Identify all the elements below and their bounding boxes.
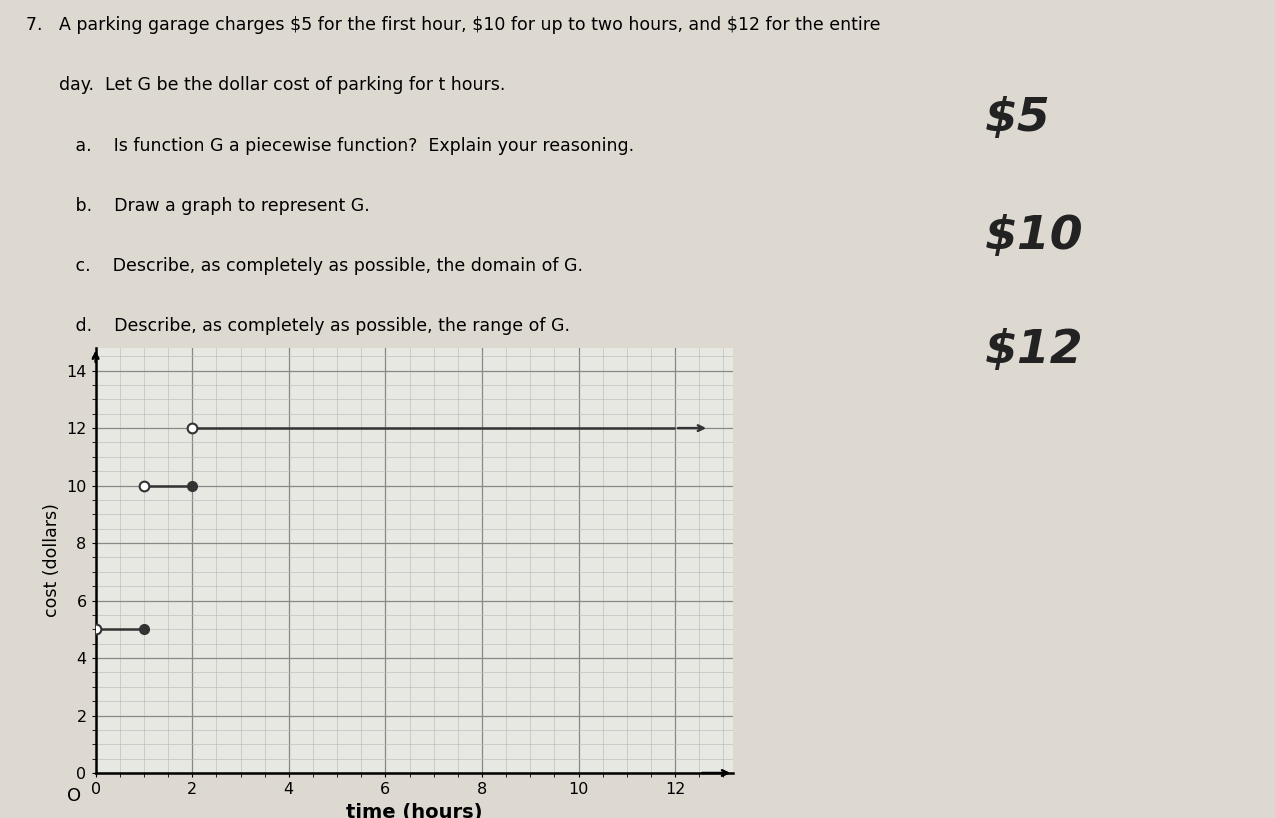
Y-axis label: cost (dollars): cost (dollars) [42,503,61,618]
Text: $10: $10 [984,214,1084,259]
Text: day.  Let G be the dollar cost of parking for t hours.: day. Let G be the dollar cost of parking… [26,76,505,95]
X-axis label: time (hours): time (hours) [346,802,483,818]
Text: c.    Describe, as completely as possible, the domain of G.: c. Describe, as completely as possible, … [26,257,583,275]
Text: b.    Draw a graph to represent G.: b. Draw a graph to represent G. [26,196,370,215]
Text: $12: $12 [984,328,1084,373]
Text: O: O [66,787,80,805]
Text: a.    Is function G a piecewise function?  Explain your reasoning.: a. Is function G a piecewise function? E… [26,137,634,155]
Text: 7.   A parking garage charges $5 for the first hour, $10 for up to two hours, an: 7. A parking garage charges $5 for the f… [26,16,880,34]
Text: $5: $5 [984,96,1051,141]
Text: d.    Describe, as completely as possible, the range of G.: d. Describe, as completely as possible, … [26,317,570,335]
